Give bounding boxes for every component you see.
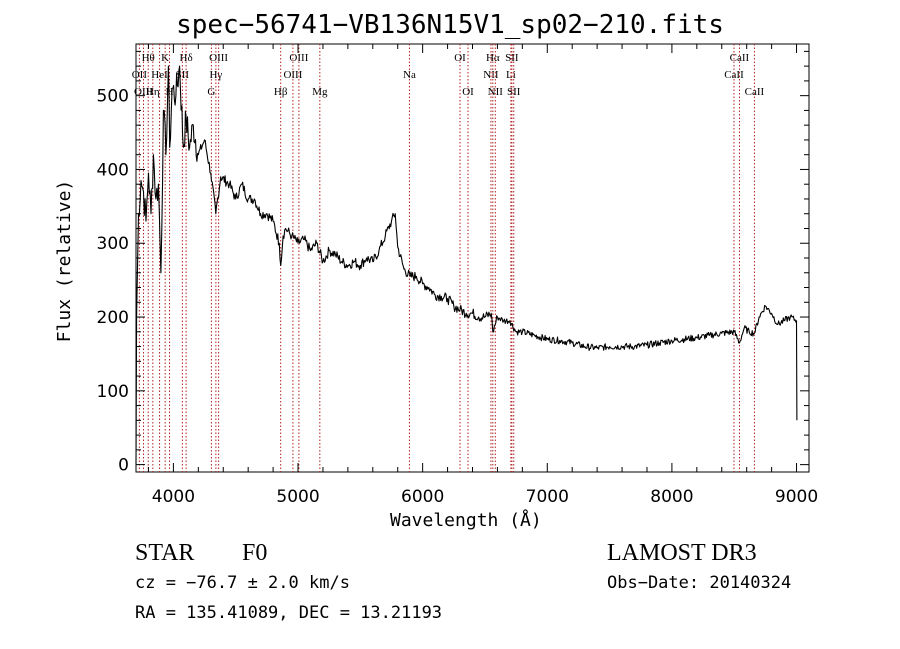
line-label-18: OI xyxy=(462,86,474,98)
line-label-2: Hθ xyxy=(142,52,155,64)
observation-date: Obs−Date: 20140324 xyxy=(607,573,792,593)
line-label-25: CaII xyxy=(724,69,744,81)
y-tick-label-300: 300 xyxy=(97,234,129,254)
line-label-16: Na xyxy=(403,69,416,81)
y-tick-label-0: 0 xyxy=(118,456,129,476)
line-label-1: OIII xyxy=(134,86,153,98)
object-subclass: F0 xyxy=(242,540,268,566)
line-label-3: Hη xyxy=(146,86,160,98)
y-tick-label-200: 200 xyxy=(97,308,129,328)
line-label-8: Hδ xyxy=(180,52,193,64)
line-label-9: G xyxy=(207,86,215,98)
spectrum-line xyxy=(135,65,798,465)
line-label-10: Hγ xyxy=(209,69,222,81)
y-tick-label-400: 400 xyxy=(97,160,129,180)
chart-title: spec−56741−VB136N15V1_sp02−210.fits xyxy=(176,10,724,40)
x-axis-label: Wavelength (Å) xyxy=(390,510,542,531)
line-label-26: CaII xyxy=(730,52,750,64)
x-tick-label-8000: 8000 xyxy=(650,487,693,507)
survey-name: LAMOST DR3 xyxy=(607,540,757,566)
x-tick-label-7000: 7000 xyxy=(526,487,569,507)
line-label-15: Mg xyxy=(312,86,328,98)
x-tick-label-5000: 5000 xyxy=(276,487,319,507)
redshift-cz: cz = −76.7 ± 2.0 km/s xyxy=(135,573,350,593)
line-label-21: NII xyxy=(488,86,504,98)
line-label-14: OIII xyxy=(289,52,308,64)
line-label-17: OI xyxy=(454,52,466,64)
line-label-27: CaII xyxy=(745,86,765,98)
line-label-13: OIII xyxy=(283,69,302,81)
x-tick-label-6000: 6000 xyxy=(401,487,444,507)
y-tick-label-500: 500 xyxy=(97,87,129,107)
line-label-7: SII xyxy=(176,69,190,81)
line-label-22: Li xyxy=(506,69,516,81)
y-tick-label-100: 100 xyxy=(97,382,129,402)
line-label-19: NII xyxy=(483,69,499,81)
line-label-0: OII xyxy=(132,69,148,81)
line-label-20: Hα xyxy=(486,52,500,64)
line-label-23: SII xyxy=(505,52,519,64)
line-label-24: SII xyxy=(507,86,521,98)
line-label-4: HeI xyxy=(151,69,168,81)
y-axis-label: Flux (relative) xyxy=(54,179,75,343)
object-class: STAR xyxy=(135,540,195,566)
plot-frame xyxy=(135,43,810,473)
line-label-11: OIII xyxy=(209,52,228,64)
x-tick-label-4000: 4000 xyxy=(152,487,195,507)
line-label-5: K xyxy=(161,52,169,64)
coordinates: RA = 135.41089, DEC = 13.21193 xyxy=(135,603,443,623)
line-label-12: Hβ xyxy=(274,86,288,98)
x-tick-label-9000: 9000 xyxy=(775,487,818,507)
